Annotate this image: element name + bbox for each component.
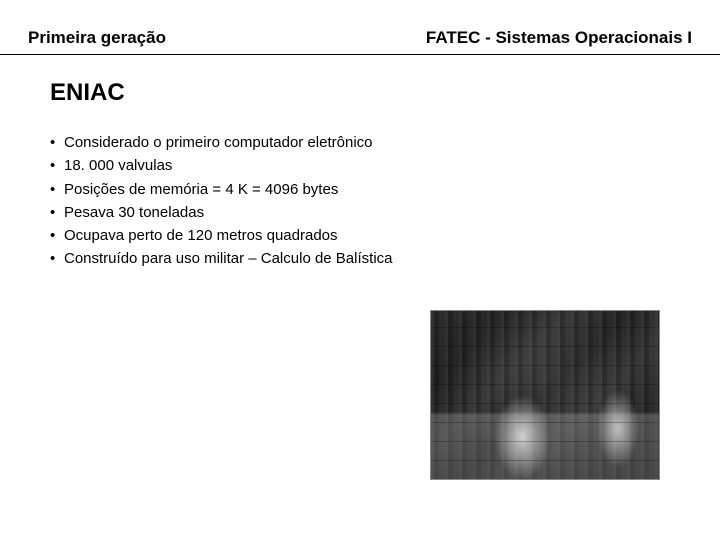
- bullet-item: Posições de memória = 4 K = 4096 bytes: [50, 178, 670, 201]
- slide-content: ENIAC Considerado o primeiro computador …: [0, 55, 720, 271]
- bullet-list: Considerado o primeiro computador eletrô…: [50, 131, 670, 271]
- eniac-photo: [430, 310, 660, 480]
- header-right-text: FATEC - Sistemas Operacionais I: [426, 28, 692, 48]
- bullet-item: Ocupava perto de 120 metros quadrados: [50, 224, 670, 247]
- bullet-item: Considerado o primeiro computador eletrô…: [50, 131, 670, 154]
- bullet-item: Construído para uso militar – Calculo de…: [50, 247, 670, 270]
- slide-header: Primeira geração FATEC - Sistemas Operac…: [0, 0, 720, 55]
- header-left-text: Primeira geração: [28, 28, 166, 48]
- slide-title: ENIAC: [50, 79, 670, 107]
- bullet-item: 18. 000 valvulas: [50, 154, 670, 177]
- bullet-item: Pesava 30 toneladas: [50, 201, 670, 224]
